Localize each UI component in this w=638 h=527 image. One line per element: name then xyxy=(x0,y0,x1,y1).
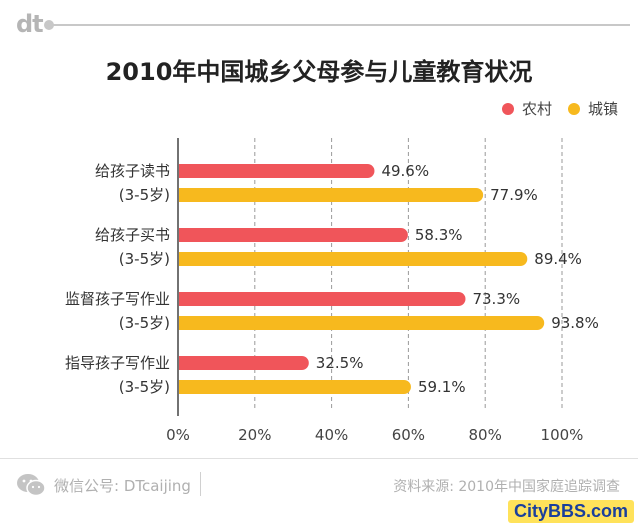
value-label-2-0: 73.3% xyxy=(472,290,520,308)
x-tick-label-100: 100% xyxy=(541,426,584,444)
header-dot xyxy=(44,20,54,30)
bar-base-2-1 xyxy=(179,316,193,330)
category-label-2-line2: (3-5岁) xyxy=(119,314,170,332)
value-label-0-1: 77.9% xyxy=(490,186,538,204)
bar-base-3-0 xyxy=(179,356,193,370)
chart-legend: 农村 城镇 xyxy=(486,98,618,119)
site-watermark: CityBBS.com xyxy=(507,500,634,523)
bar-0-1 xyxy=(179,188,484,202)
bar-1-0 xyxy=(179,228,408,242)
x-tick-label-80: 80% xyxy=(469,426,502,444)
value-label-1-0: 58.3% xyxy=(415,226,463,244)
x-tick-label-40: 40% xyxy=(315,426,348,444)
wechat-icon xyxy=(17,474,46,497)
dt-logo: dt xyxy=(16,10,44,38)
bar-2-0 xyxy=(179,292,466,306)
category-label-2-line1: 监督孩子写作业 xyxy=(65,290,170,308)
bar-base-0-1 xyxy=(179,188,193,202)
category-label-0-line1: 给孩子读书 xyxy=(95,162,170,180)
bar-chart: 0% 20% 40% 60% 80% 100% 给孩子读书 (3-5岁) 49.6% 77.9% 给… xyxy=(65,138,599,444)
value-label-1-1: 89.4% xyxy=(534,250,582,268)
category-label-0-line2: (3-5岁) xyxy=(119,186,170,204)
bar-base-2-0 xyxy=(179,292,193,306)
bar-0-0 xyxy=(179,164,375,178)
bar-base-1-1 xyxy=(179,252,193,266)
bar-base-0-0 xyxy=(179,164,193,178)
legend-label-urban: 城镇 xyxy=(587,100,618,118)
x-tick-label-60: 60% xyxy=(392,426,425,444)
category-label-3-line2: (3-5岁) xyxy=(119,378,170,396)
chart-title: 2010年中国城乡父母参与儿童教育状况 xyxy=(105,58,533,86)
value-label-3-0: 32.5% xyxy=(316,354,364,372)
value-label-0-0: 49.6% xyxy=(381,162,429,180)
x-tick-label-0: 0% xyxy=(166,426,190,444)
bar-3-0 xyxy=(179,356,309,370)
data-source: 资料来源: 2010年中国家庭追踪调查 xyxy=(393,479,620,495)
value-label-2-1: 93.8% xyxy=(551,314,599,332)
value-label-3-1: 59.1% xyxy=(418,378,466,396)
legend-swatch-urban xyxy=(567,102,580,115)
legend-item-rural: 农村 xyxy=(501,98,552,119)
wechat-account: 微信公号: DTcaijing xyxy=(16,472,191,498)
header-rule xyxy=(52,24,630,26)
bar-base-3-1 xyxy=(179,380,193,394)
wechat-label: 微信公号: DTcaijing xyxy=(54,476,191,495)
category-label-1-line1: 给孩子买书 xyxy=(95,226,170,244)
legend-swatch-rural xyxy=(501,102,514,115)
x-tick-label-20: 20% xyxy=(238,426,271,444)
category-label-3-line1: 指导孩子写作业 xyxy=(65,354,170,372)
footer-separator xyxy=(200,472,201,496)
footer-rule xyxy=(0,458,638,459)
bar-base-1-0 xyxy=(179,228,193,242)
legend-label-rural: 农村 xyxy=(521,100,552,118)
bar-3-1 xyxy=(179,380,411,394)
category-label-1-line2: (3-5岁) xyxy=(119,250,170,268)
bar-2-1 xyxy=(179,316,545,330)
bar-1-1 xyxy=(179,252,528,266)
legend-item-urban: 城镇 xyxy=(567,98,618,119)
